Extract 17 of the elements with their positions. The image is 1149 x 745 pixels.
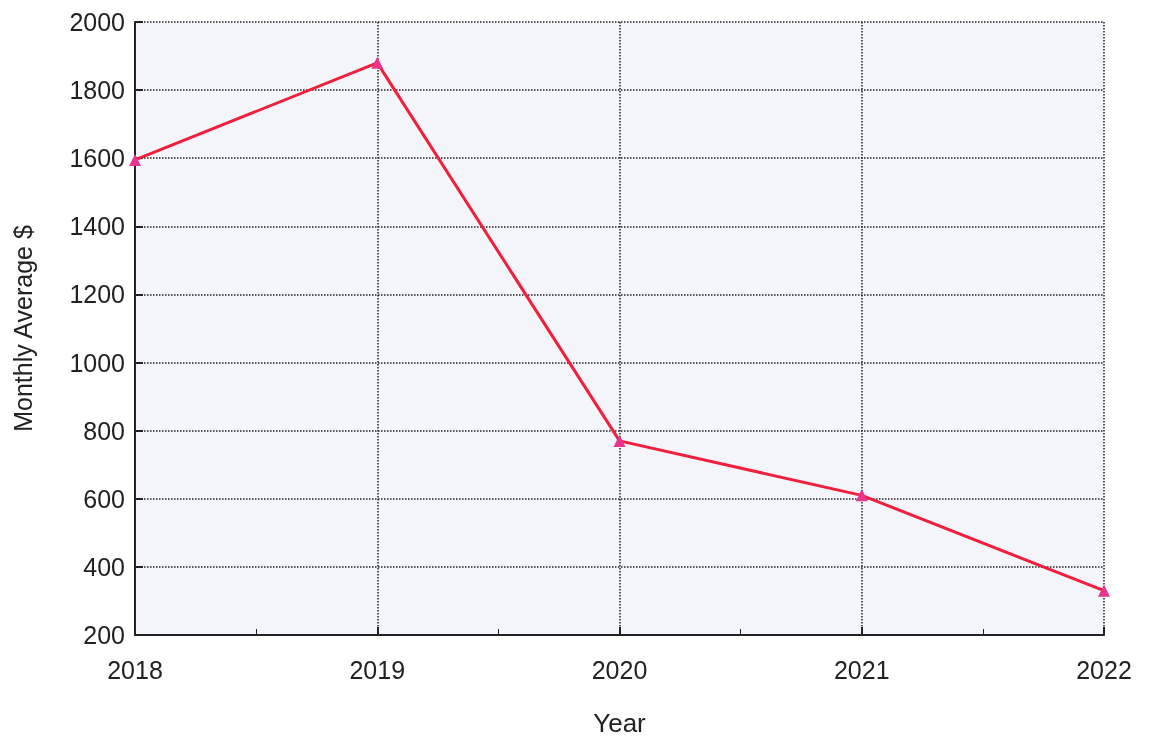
y-tick-label: 1600 [69, 144, 125, 173]
x-tick-label: 2018 [107, 655, 163, 684]
x-axis-title: Year [593, 708, 647, 738]
y-tick-label: 400 [83, 552, 125, 581]
x-tick-label: 2020 [591, 655, 648, 684]
y-tick-label: 200 [83, 621, 125, 649]
y-tick-label: 800 [83, 416, 125, 445]
y-tick-label: 1200 [69, 280, 125, 309]
x-tick-label: 2022 [1076, 655, 1132, 684]
x-tick-label: 2021 [833, 655, 890, 684]
x-tick-label: 2019 [349, 655, 406, 684]
y-tick-label: 1400 [69, 212, 125, 241]
y-tick-label: 1800 [69, 76, 125, 105]
y-tick-label: 600 [83, 484, 125, 513]
y-axis-title: Monthly Average $ [8, 225, 37, 432]
y-tick-label: 1000 [69, 348, 125, 377]
y-tick-label: 2000 [69, 8, 125, 36]
